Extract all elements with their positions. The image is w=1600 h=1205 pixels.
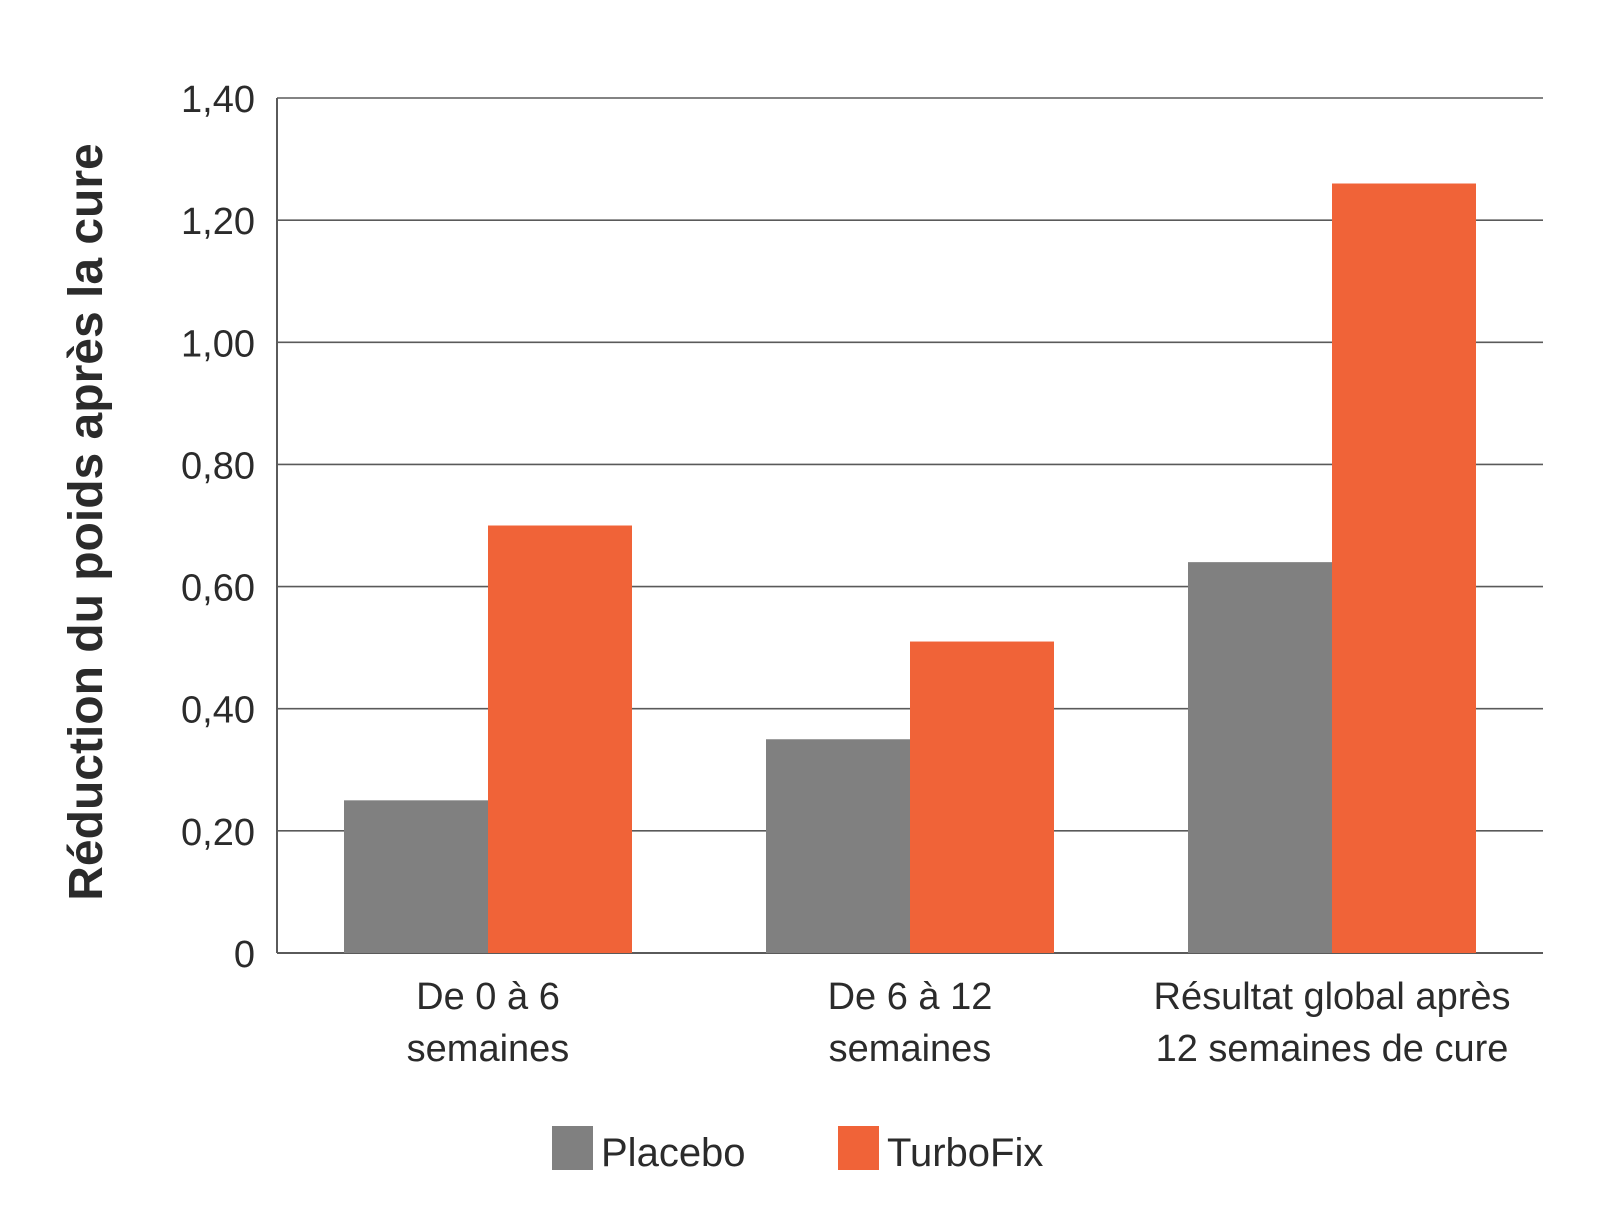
x-tick-label-line: De 6 à 12	[828, 976, 993, 1018]
legend-label-turbofix: TurboFix	[887, 1131, 1043, 1175]
y-tick-label: 0,80	[181, 445, 255, 487]
legend: Placebo TurboFix	[552, 1126, 1043, 1175]
x-tick-label-line: De 0 à 6	[416, 976, 560, 1018]
x-tick-label: Résultat global après 12 semaines de cure	[1154, 976, 1511, 1070]
bar-placebo	[1188, 562, 1332, 953]
x-tick-label-line: Résultat global après	[1154, 976, 1511, 1018]
x-tick-label: De 6 à 12 semaines	[828, 976, 993, 1070]
y-axis-label: Réduction du poids après la cure	[60, 143, 113, 900]
x-tick-label-line: semaines	[407, 1028, 570, 1070]
y-tick-label: 0,20	[181, 812, 255, 854]
x-tick-label: De 0 à 6 semaines	[407, 976, 570, 1070]
bar-turbofix	[488, 525, 632, 953]
bar-placebo	[766, 739, 910, 953]
x-axis-labels: De 0 à 6 semaines De 6 à 12 semaines Résulta…	[407, 976, 1511, 1070]
y-tick-label: 1,20	[181, 201, 255, 243]
y-tick-label: 1,40	[181, 79, 255, 121]
bar-turbofix	[1332, 183, 1476, 953]
y-tick-label: 0,40	[181, 690, 255, 732]
legend-swatch-turbofix	[838, 1126, 879, 1170]
y-tick-label: 0	[234, 934, 255, 976]
bar-placebo	[344, 800, 488, 953]
y-tick-label: 1,00	[181, 323, 255, 365]
y-tick-label: 0,60	[181, 568, 255, 610]
y-axis-ticks: 0 0,20 0,40 0,60 0,80 1,00 1,20 1,40	[181, 79, 255, 976]
x-tick-label-line: semaines	[829, 1028, 992, 1070]
bars	[344, 183, 1476, 953]
legend-swatch-placebo	[552, 1126, 593, 1170]
legend-label-placebo: Placebo	[601, 1131, 746, 1175]
x-tick-label-line: 12 semaines de cure	[1156, 1028, 1509, 1070]
bar-turbofix	[910, 641, 1054, 953]
